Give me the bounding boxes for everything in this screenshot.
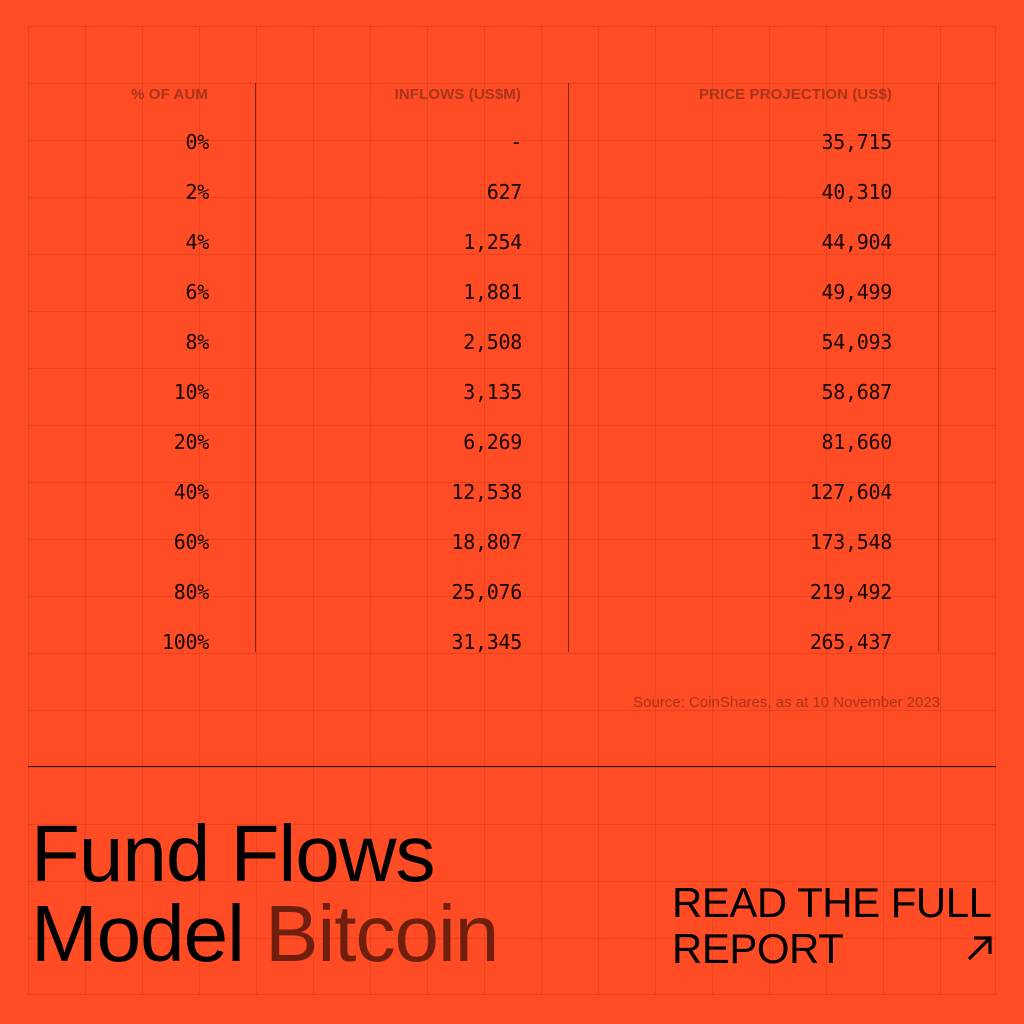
read-full-report-link[interactable]: READ THE FULL REPORT [672, 880, 996, 972]
table-row: 10% 3,135 58,687 [0, 378, 1024, 408]
cell-price: 173,548 [809, 530, 892, 554]
cell-inflows: 2,508 [463, 330, 522, 354]
table-row: 0% - 35,715 [0, 128, 1024, 158]
section-divider [28, 766, 996, 767]
cell-price: 54,093 [821, 330, 893, 354]
cell-aum: 0% [185, 130, 210, 154]
table-row: 2% 627 40,310 [0, 178, 1024, 208]
cell-price: 40,310 [821, 180, 893, 204]
cell-aum: 100% [162, 630, 209, 654]
table-row: 6% 1,881 49,499 [0, 278, 1024, 308]
cell-price: 44,904 [821, 230, 893, 254]
source-note: Source: CoinShares, as at 10 November 20… [633, 694, 940, 711]
cell-aum: 10% [173, 380, 210, 404]
cell-inflows: 12,538 [451, 480, 523, 504]
cell-inflows: 6,269 [463, 430, 522, 454]
cell-aum: 4% [185, 230, 210, 254]
cell-price: 265,437 [809, 630, 892, 654]
cell-price: 81,660 [821, 430, 893, 454]
cell-aum: 40% [173, 480, 210, 504]
table-row: 80% 25,076 219,492 [0, 578, 1024, 608]
table-row: 60% 18,807 173,548 [0, 528, 1024, 558]
cell-aum: 8% [185, 330, 210, 354]
cell-inflows: 627 [486, 180, 523, 204]
table-row: 100% 31,345 265,437 [0, 628, 1024, 658]
cta-line-1: READ THE FULL [672, 879, 992, 926]
column-divider [938, 83, 939, 652]
title-line-2: Model Bitcoin [31, 894, 499, 974]
cell-price: 58,687 [821, 380, 893, 404]
table-row: 40% 12,538 127,604 [0, 478, 1024, 508]
title-bitcoin: Bitcoin [265, 889, 499, 978]
cell-price: 127,604 [809, 480, 892, 504]
title-line-1: Fund Flows [31, 809, 435, 898]
arrow-up-right-icon [967, 936, 992, 961]
cell-inflows: 31,345 [451, 630, 523, 654]
header-inflows: INFLOWS (US$M) [394, 86, 521, 103]
cta-line-2: REPORT [672, 925, 844, 972]
cell-aum: 80% [173, 580, 210, 604]
cell-price: 35,715 [821, 130, 893, 154]
table-row: 20% 6,269 81,660 [0, 428, 1024, 458]
header-price-projection: PRICE PROJECTION (US$) [698, 86, 892, 103]
cell-price: 49,499 [821, 280, 893, 304]
cell-aum: 20% [173, 430, 210, 454]
cell-inflows: 25,076 [451, 580, 523, 604]
cell-aum: 60% [173, 530, 210, 554]
cell-inflows: 1,881 [463, 280, 522, 304]
cell-aum: 6% [185, 280, 210, 304]
cell-inflows: 1,254 [463, 230, 522, 254]
cell-inflows: - [510, 130, 522, 154]
column-divider [568, 83, 569, 652]
title-model: Model [31, 889, 245, 978]
cell-price: 219,492 [809, 580, 892, 604]
header-aum: % OF AUM [131, 86, 208, 103]
page-title: Fund Flows Model Bitcoin [31, 809, 499, 974]
cell-inflows: 3,135 [463, 380, 522, 404]
table-row: 4% 1,254 44,904 [0, 228, 1024, 258]
cell-aum: 2% [185, 180, 210, 204]
column-divider [255, 83, 256, 652]
table-row: 8% 2,508 54,093 [0, 328, 1024, 358]
background-grid [28, 26, 996, 995]
cell-inflows: 18,807 [451, 530, 523, 554]
